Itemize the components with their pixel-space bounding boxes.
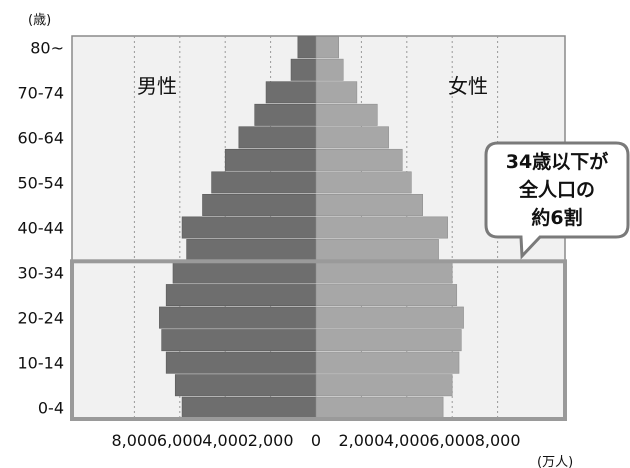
- y-tick-label: 50-54: [18, 173, 65, 192]
- female-bar-80~: [315, 36, 340, 59]
- female-bar-50-54: [315, 171, 412, 194]
- female-bar-75-79: [315, 58, 344, 81]
- x-axis-tick-labels: 8,000 6,000 4,000 2,000 0 2,000 4,000 6,000 8,00…: [111, 431, 520, 450]
- female-bar-65-69: [315, 103, 378, 126]
- y-tick-label: 0-4: [38, 399, 64, 418]
- male-bar-35-39: [186, 239, 317, 261]
- x-tick-label: 0: [311, 431, 321, 450]
- male-bar-60-64: [238, 126, 317, 149]
- male-bar-25-29: [165, 284, 317, 307]
- male-bar-80~: [297, 36, 317, 59]
- male-bar-75-79: [290, 58, 317, 81]
- female-bar-45-49: [315, 194, 423, 216]
- callout-line-3: 約6割: [531, 206, 582, 229]
- y-tick-label: 10-14: [18, 354, 65, 373]
- x-tick-label: 6,000: [157, 431, 203, 450]
- y-unit-label: (歳): [28, 13, 51, 28]
- female-bar-55-59: [315, 148, 403, 171]
- x-tick-label: 8,000: [475, 431, 521, 450]
- male-bar-5-9: [174, 374, 317, 397]
- female-bar-30-34: [315, 261, 453, 284]
- x-tick-label: 6,000: [429, 431, 475, 450]
- y-tick-label: 30-34: [18, 264, 65, 283]
- male-bar-30-34: [172, 261, 317, 284]
- callout-line-2: 全人口の: [518, 178, 595, 201]
- x-tick-label: 4,000: [202, 431, 248, 450]
- x-tick-label: 2,000: [338, 431, 384, 450]
- y-tick-label: 40-44: [18, 219, 65, 238]
- male-bar-65-69: [254, 103, 317, 126]
- female-bar-15-19: [315, 329, 462, 352]
- male-bar-15-19: [161, 329, 317, 352]
- x-tick-label: 8,000: [111, 431, 157, 450]
- y-tick-label: 70-74: [18, 83, 65, 102]
- male-bar-0-4: [181, 396, 317, 419]
- male-bar-70-74: [265, 81, 317, 104]
- female-label: 女性: [448, 74, 488, 98]
- x-tick-label: 4,000: [384, 431, 430, 450]
- female-bar-35-39: [315, 239, 439, 261]
- female-bar-40-44: [315, 216, 448, 239]
- male-bar-50-54: [211, 171, 317, 194]
- male-bar-40-44: [181, 216, 317, 239]
- male-bar-45-49: [202, 194, 317, 216]
- callout-bubble: [484, 141, 630, 260]
- y-axis-tick-labels: 0-4 10-14 20-24 30-34 40-44 50-54 60-64 70-74 80…: [18, 38, 65, 417]
- male-label: 男性: [137, 74, 177, 98]
- female-bar-5-9: [315, 374, 453, 397]
- female-bar-70-74: [315, 81, 358, 104]
- y-tick-label: 80~: [30, 38, 64, 57]
- x-unit-label: (万人): [537, 455, 573, 468]
- female-bar-20-24: [315, 306, 464, 329]
- male-bar-10-14: [165, 351, 317, 374]
- female-bar-60-64: [315, 126, 389, 149]
- male-bars: [159, 36, 317, 419]
- callout: 34歳以下が 全人口の 約6割: [484, 141, 630, 260]
- male-bar-55-59: [224, 148, 317, 171]
- female-bar-0-4: [315, 396, 444, 419]
- highlight-box: [70, 259, 567, 422]
- x-tick-label: 2,000: [248, 431, 294, 450]
- callout-line-1: 34歳以下が: [506, 150, 608, 173]
- male-bar-20-24: [159, 306, 317, 329]
- female-bars: [315, 36, 464, 419]
- y-tick-label: 20-24: [18, 309, 65, 328]
- female-bar-25-29: [315, 284, 458, 307]
- female-bar-10-14: [315, 351, 460, 374]
- y-tick-label: 60-64: [18, 128, 65, 147]
